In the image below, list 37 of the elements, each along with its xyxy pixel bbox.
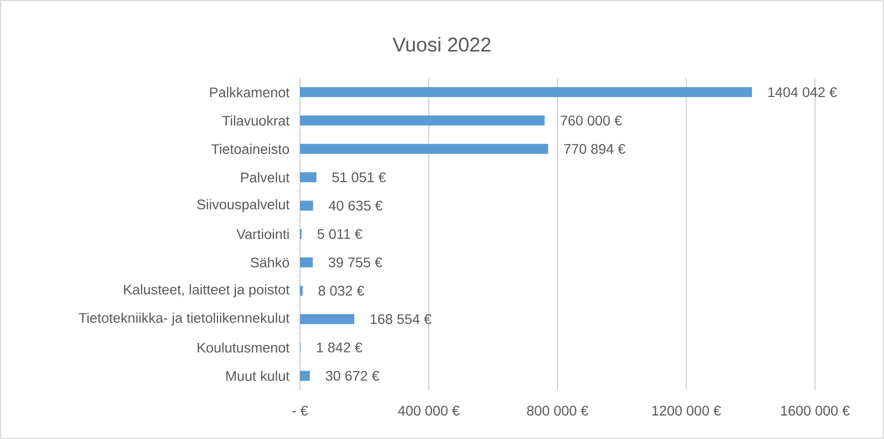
y-tick-label: Siivouspalvelut bbox=[197, 199, 290, 212]
data-label: 51 051 € bbox=[332, 172, 386, 182]
bar bbox=[300, 286, 303, 296]
y-tick-label: Palvelut bbox=[241, 172, 290, 182]
bar bbox=[300, 172, 316, 182]
data-label: 40 635 € bbox=[328, 200, 383, 211]
data-label: 760 000 € bbox=[560, 116, 622, 126]
bar bbox=[300, 314, 354, 324]
y-tick-label: Tilavuokrat bbox=[222, 115, 290, 126]
y-tick-label: Vartiointi bbox=[236, 228, 289, 240]
y-tick-label: Muut kulut bbox=[226, 370, 290, 381]
data-label: 30 672 € bbox=[326, 370, 380, 381]
data-label: 39 755 € bbox=[328, 257, 382, 268]
x-tick-label: 1200 000 € bbox=[652, 406, 721, 416]
y-tick-label: Sähkö bbox=[250, 257, 290, 268]
data-label: 1 842 € bbox=[317, 342, 362, 352]
y-tick-label: Koulutusmenot bbox=[198, 342, 290, 353]
x-tick-label: 1600 000 € bbox=[781, 406, 850, 416]
y-tick-label: Tietoaineisto bbox=[211, 144, 290, 154]
y-tick-label: Palkkamenot bbox=[210, 87, 290, 98]
data-label: 770 894 € bbox=[564, 144, 626, 154]
data-label: 5 011 € bbox=[318, 229, 362, 239]
data-label: 1404 042 € bbox=[768, 87, 837, 98]
data-label: 8 032 € bbox=[318, 286, 364, 296]
bar bbox=[300, 144, 548, 154]
bar bbox=[300, 257, 313, 268]
x-tick-label: 400 000 € bbox=[398, 406, 460, 416]
data-label: 168 554 € bbox=[370, 314, 432, 324]
x-tick-label: 800 000 € bbox=[527, 406, 588, 416]
bar bbox=[300, 370, 310, 381]
x-tick-label: - € bbox=[292, 406, 308, 416]
bar bbox=[300, 87, 752, 98]
chart-title: Vuosi 2022 bbox=[392, 37, 490, 52]
bar bbox=[300, 200, 314, 211]
y-tick-label: Tietotekniikka- ja tietoliikennekulut bbox=[78, 312, 290, 326]
y-tick-label: Kalusteet, laitteet ja poistot bbox=[124, 284, 290, 298]
bar bbox=[300, 116, 545, 126]
